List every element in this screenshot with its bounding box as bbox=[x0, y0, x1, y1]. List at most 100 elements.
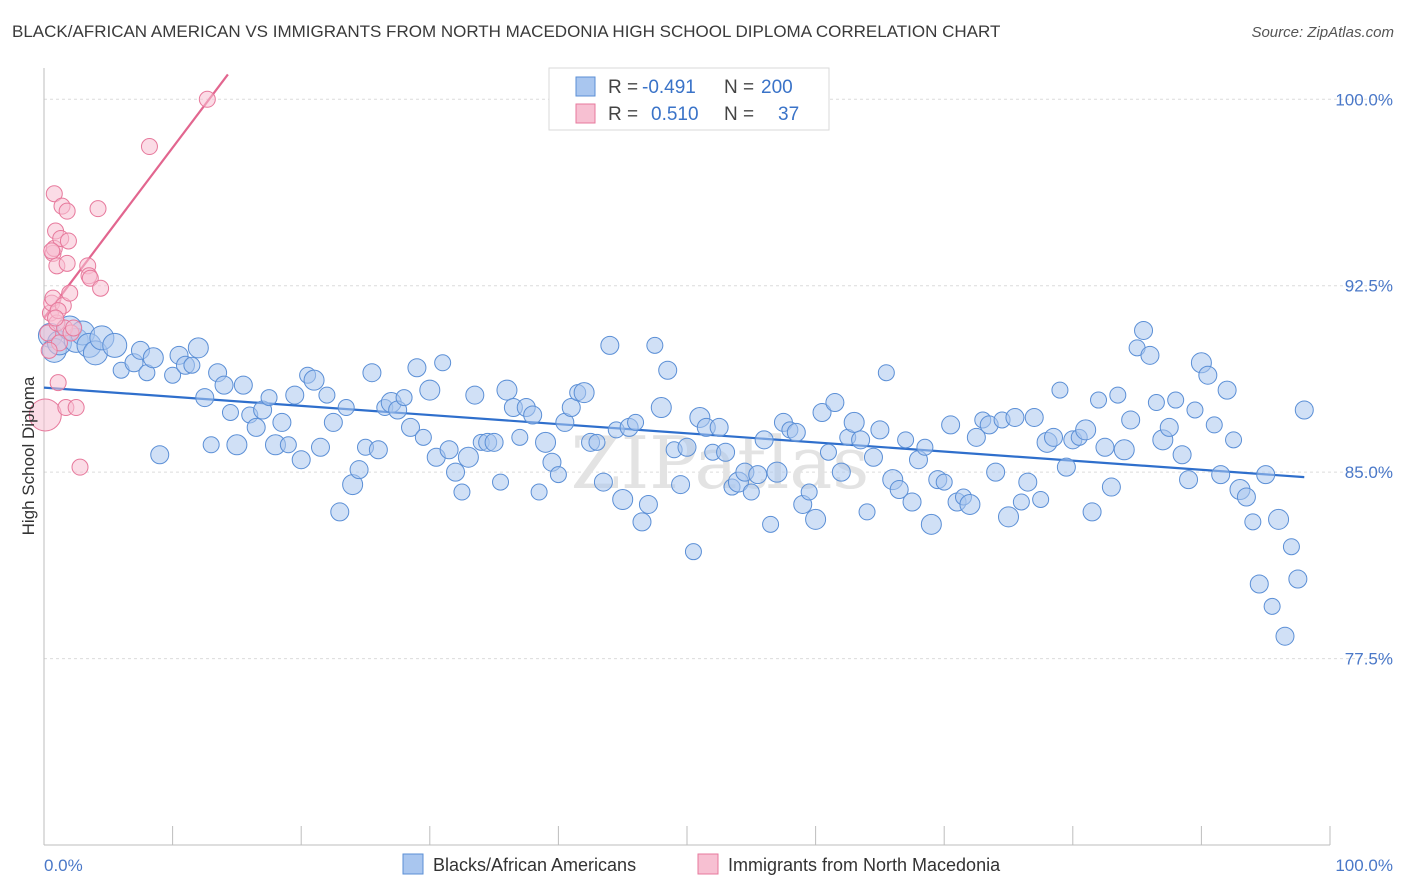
data-point bbox=[530, 483, 548, 501]
data-point bbox=[831, 462, 851, 482]
data-point bbox=[754, 430, 774, 450]
data-point bbox=[593, 472, 613, 492]
data-point bbox=[1012, 493, 1030, 511]
bottom-legend-label-blue: Blacks/African Americans bbox=[433, 855, 636, 875]
data-point bbox=[742, 483, 760, 501]
data-point bbox=[140, 138, 158, 156]
data-point bbox=[998, 506, 1019, 528]
bottom-legend-label-pink: Immigrants from North Macedonia bbox=[728, 855, 1001, 875]
data-point bbox=[221, 403, 239, 421]
data-point bbox=[1140, 345, 1160, 365]
data-point bbox=[858, 503, 876, 521]
data-point bbox=[1268, 508, 1290, 530]
bottom-legend: Blacks/African Americans Immigrants from… bbox=[402, 853, 1001, 875]
data-point bbox=[902, 492, 922, 512]
y-tick-label: 100.0% bbox=[1335, 90, 1393, 109]
data-point bbox=[638, 494, 658, 514]
data-point bbox=[28, 398, 62, 432]
data-point bbox=[1225, 431, 1243, 449]
data-point bbox=[1113, 439, 1135, 461]
data-point bbox=[1236, 487, 1256, 507]
data-point bbox=[863, 447, 883, 467]
data-point bbox=[561, 398, 581, 418]
data-point bbox=[786, 422, 806, 442]
data-point bbox=[49, 374, 67, 392]
data-point bbox=[395, 389, 413, 407]
trend-line-blue bbox=[43, 386, 1305, 479]
data-point bbox=[226, 434, 248, 456]
data-point bbox=[748, 465, 768, 485]
data-point bbox=[58, 202, 76, 220]
data-point bbox=[1147, 394, 1165, 412]
data-point bbox=[279, 436, 297, 454]
data-point bbox=[102, 332, 128, 358]
data-point bbox=[318, 386, 336, 404]
data-point bbox=[805, 508, 827, 530]
data-point bbox=[58, 254, 76, 272]
data-point bbox=[684, 543, 702, 561]
data-point bbox=[1249, 574, 1269, 594]
data-point bbox=[47, 309, 65, 327]
data-point bbox=[285, 385, 305, 405]
data-point bbox=[453, 483, 471, 501]
series-blacks-african-americans bbox=[37, 315, 1314, 646]
data-point bbox=[272, 412, 292, 432]
axes bbox=[43, 68, 1331, 846]
data-point bbox=[523, 405, 543, 425]
data-point bbox=[941, 415, 961, 435]
data-point bbox=[1159, 417, 1179, 437]
data-point bbox=[677, 437, 697, 457]
data-point bbox=[916, 438, 934, 456]
data-point bbox=[812, 402, 832, 422]
data-point bbox=[935, 473, 953, 491]
y-tick-label: 92.5% bbox=[1345, 277, 1393, 296]
bottom-legend-swatch-blue bbox=[402, 853, 424, 875]
data-point bbox=[1263, 597, 1281, 615]
data-point bbox=[401, 417, 421, 437]
data-point bbox=[291, 450, 311, 470]
data-point bbox=[877, 364, 895, 382]
trend-lines bbox=[43, 73, 1305, 479]
data-point bbox=[419, 379, 441, 401]
data-point bbox=[65, 319, 83, 337]
bottom-legend-swatch-pink bbox=[697, 853, 719, 875]
data-point bbox=[434, 354, 452, 372]
data-point bbox=[67, 399, 85, 417]
data-point bbox=[1198, 365, 1218, 385]
data-point bbox=[1101, 477, 1121, 497]
data-point bbox=[1205, 416, 1223, 434]
data-point bbox=[92, 279, 110, 297]
chart-title: BLACK/AFRICAN AMERICAN VS IMMIGRANTS FRO… bbox=[12, 22, 1001, 41]
data-point bbox=[986, 462, 1006, 482]
data-point bbox=[762, 515, 780, 533]
data-point bbox=[1275, 626, 1295, 646]
data-point bbox=[198, 90, 216, 108]
legend-swatch-blue bbox=[575, 76, 596, 97]
legend-box: R = -0.491 N = 200 R = 0.510 N = 37 bbox=[548, 67, 830, 131]
data-point bbox=[889, 480, 909, 500]
data-point bbox=[195, 388, 215, 408]
data-point bbox=[89, 200, 107, 218]
legend-swatch-pink bbox=[575, 103, 596, 124]
data-point bbox=[627, 413, 645, 431]
data-point bbox=[414, 428, 432, 446]
data-point bbox=[1082, 502, 1102, 522]
data-point bbox=[1172, 445, 1192, 465]
data-point bbox=[330, 502, 350, 522]
legend-r-label: R = bbox=[608, 77, 638, 98]
data-point bbox=[40, 341, 58, 359]
data-point bbox=[1024, 407, 1044, 427]
data-point bbox=[825, 393, 845, 413]
data-point bbox=[1167, 391, 1185, 409]
trend-line-pink bbox=[43, 73, 229, 319]
data-point bbox=[1051, 381, 1069, 399]
data-point bbox=[1090, 391, 1108, 409]
data-point bbox=[843, 411, 865, 433]
legend-n-value: 37 bbox=[778, 104, 799, 125]
data-point bbox=[183, 356, 201, 374]
data-point bbox=[465, 385, 485, 405]
data-point bbox=[1075, 419, 1097, 441]
data-point bbox=[870, 420, 890, 440]
data-point bbox=[349, 460, 369, 480]
